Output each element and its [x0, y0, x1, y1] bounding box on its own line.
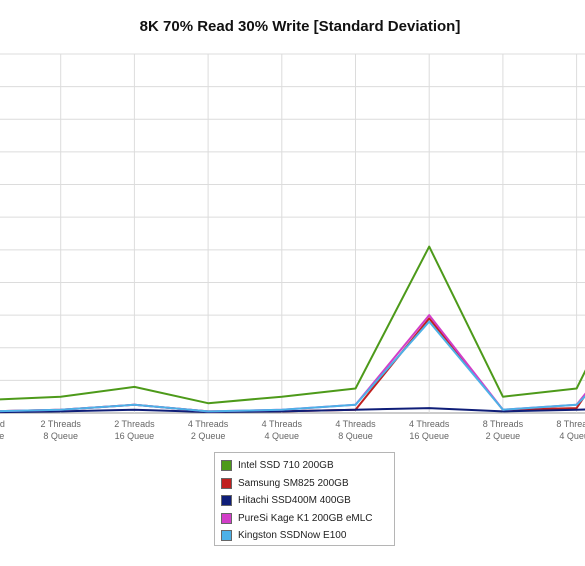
legend-swatch — [221, 530, 232, 542]
series-line-kingston-ssdnow-e100 — [0, 320, 585, 413]
x-tick-label: 2 Threads 16 Queue — [114, 419, 155, 441]
x-tick-label: 8 Threads 2 Queue — [483, 419, 524, 441]
legend-swatch — [221, 477, 232, 489]
legend-item: Samsung SM825 200GB — [221, 475, 394, 493]
legend: Intel SSD 710 200GB Samsung SM825 200GB Hi… — [214, 452, 395, 546]
legend-label: Intel SSD 710 200GB — [238, 460, 334, 472]
legend-swatch — [221, 460, 232, 472]
x-tick-label: 4 Threads 4 Queue — [262, 419, 303, 441]
gridlines — [0, 53, 585, 414]
chart-title: 8K 70% Read 30% Write [Standard Deviatio… — [139, 18, 461, 35]
x-tick-label: 4 Threads 8 Queue — [335, 419, 376, 441]
legend-swatch — [221, 512, 232, 524]
legend-item: PureSi Kage K1 200GB eMLC — [221, 510, 394, 528]
legend-label: Kingston SSDNow E100 — [238, 530, 347, 542]
x-tick-label: 4 Threads 2 Queue — [188, 419, 229, 441]
legend-label: Samsung SM825 200GB — [238, 477, 349, 489]
x-tick-label: 4 Threads 16 Queue — [409, 419, 450, 441]
legend-swatch — [221, 495, 232, 507]
legend-item: Intel SSD 710 200GB — [221, 457, 394, 475]
legend-label: Hitachi SSD400M 400GB — [238, 495, 351, 507]
x-tick-label: 2 Threads 8 Queue — [41, 419, 82, 441]
series-line-hitachi-ssd400m-400gb — [0, 407, 585, 414]
legend-item: Kingston SSDNow E100 — [221, 527, 394, 545]
series-lines — [0, 245, 585, 414]
legend-label: PureSi Kage K1 200GB eMLC — [238, 512, 373, 524]
series-line-intel-ssd-710-200gb — [0, 245, 585, 405]
x-tick-label: 1 Thread2 Queue — [0, 419, 5, 441]
legend-item: Hitachi SSD400M 400GB — [221, 492, 394, 510]
